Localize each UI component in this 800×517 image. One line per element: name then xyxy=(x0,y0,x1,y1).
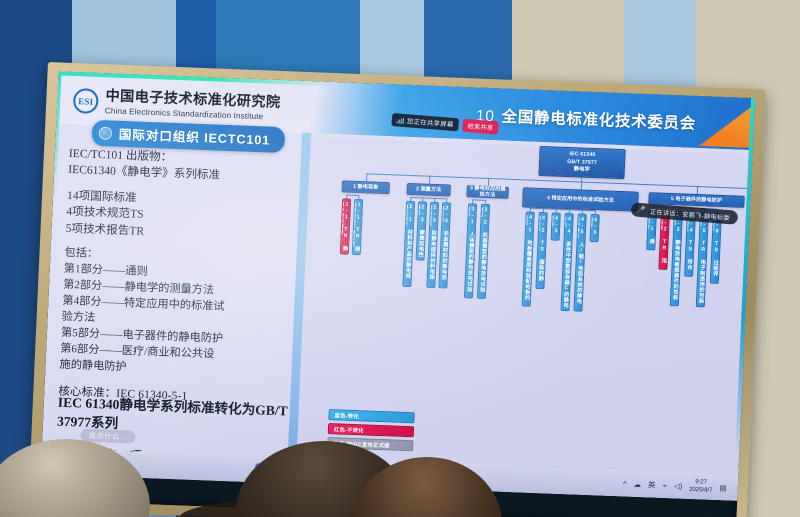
tray-network-icon[interactable]: ⌁ xyxy=(662,480,668,491)
taskbar-clock[interactable]: 9:27 2025/8/7 xyxy=(689,479,713,495)
diagram-branch-1: 1 静电现象 xyxy=(341,180,390,195)
tray-cloud-icon[interactable]: ☁ xyxy=(633,479,642,490)
legend-item-blue: 蓝色-转化 xyxy=(328,409,415,424)
presentation-slide: 10 全国静电标准化技术委员会 ESI 中国电子技术标准化研究院 China El… xyxy=(40,71,756,501)
diagram-leaf-6-1: 6-1 医疗 xyxy=(754,220,756,249)
slide-left-column: IEC/TC101 出版物： IEC61340《静电学》系列标准 14项国际标准… xyxy=(58,146,295,407)
stop-share-button[interactable]: 结束共享 xyxy=(462,118,499,135)
cesi-logo-mark-text: ESI xyxy=(78,95,94,107)
parts-block: 包括： 第1部分——通则 第2部分——静电学的测量方法 第4部分——特定应用中的… xyxy=(59,247,225,373)
clock-date: 2025/8/7 xyxy=(689,486,713,494)
diagram-leaf-4-3: 4-3 鞋类 xyxy=(550,212,561,241)
diagram-root-node: IEC 61340 GB/T 37977 静电学 xyxy=(538,145,626,180)
tray-volume-icon[interactable]: ◁) xyxy=(673,481,683,491)
standards-tree-diagram: IEC 61340 GB/T 37977 静电学 1 静电现象 1-1 TR 静电… xyxy=(295,137,756,501)
signal-bars-icon xyxy=(396,117,405,124)
globe-icon xyxy=(98,126,113,140)
share-status-text: 您正在共享屏幕 xyxy=(406,118,454,129)
taskbar-tray[interactable]: ^ ☁ 英 ⌁ ◁) 9:27 2025/8/7 ▤ xyxy=(623,476,727,495)
tv-bezel: 10 全国静电标准化技术委员会 ESI 中国电子技术标准化研究院 China El… xyxy=(28,62,766,517)
root-line-1: IEC 61340 xyxy=(569,151,596,159)
tray-ime-icon[interactable]: 英 xyxy=(647,480,656,490)
counts-block: 14项国际标准 4项技术规范TS 5项技术报告TR xyxy=(65,188,145,238)
root-line-3: 静电学 xyxy=(573,166,590,174)
microphone-icon: 🎤 xyxy=(636,206,647,215)
television-display: 10 全国静电标准化技术委员会 ESI 中国电子技术标准化研究院 China El… xyxy=(28,62,766,517)
diagram-branch-3: 3 静电效应的模拟方法 xyxy=(466,185,509,199)
diagram-leaf-4-6: 4-6 腕带 xyxy=(589,213,600,243)
tray-chevron-icon[interactable]: ^ xyxy=(622,479,627,489)
root-line-2: GB/T 37977 xyxy=(567,158,598,166)
legend-item-red: 红色-不转化 xyxy=(327,423,415,438)
notification-icon[interactable]: ▤ xyxy=(719,483,727,493)
tv-screen: 10 全国静电标准化技术委员会 ESI 中国电子技术标准化研究院 China El… xyxy=(39,71,756,517)
international-org-pill-label: 国际对口组织 IECTC101 xyxy=(118,127,271,148)
diagram-branch-2: 2 测量方法 xyxy=(406,182,451,197)
cesi-logo-icon: ESI xyxy=(72,88,99,115)
